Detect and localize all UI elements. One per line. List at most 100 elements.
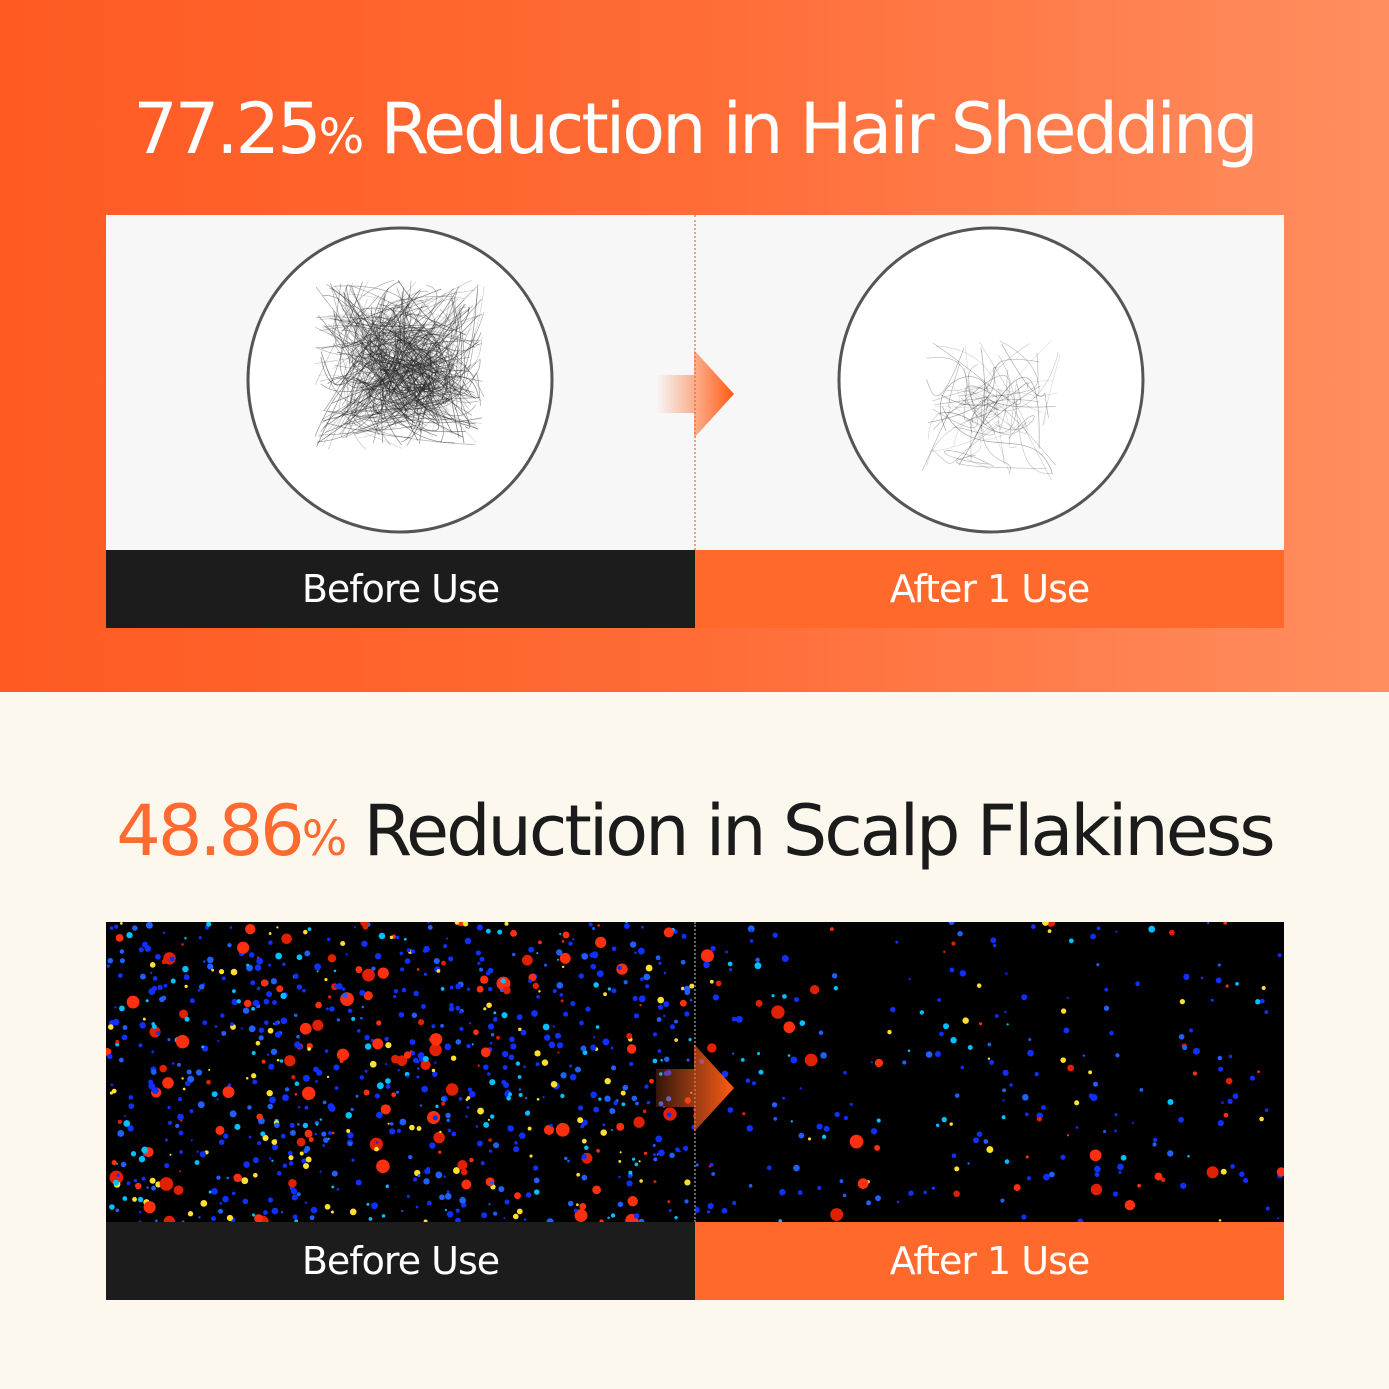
flake-spot	[441, 1101, 446, 1106]
scalp-before-image	[106, 922, 695, 1222]
hair-strand	[320, 378, 396, 429]
flake-spot	[377, 967, 389, 979]
flake-spot	[1094, 1172, 1100, 1178]
flake-spot	[415, 1059, 420, 1064]
flake-spot	[1042, 922, 1049, 926]
flake-spot	[433, 957, 440, 965]
hair-strand	[359, 348, 453, 387]
flake-spot	[219, 1202, 223, 1205]
flake-spot	[725, 950, 728, 954]
hair-strand	[955, 454, 1047, 469]
flake-spot	[1178, 1033, 1185, 1040]
flake-spot	[781, 955, 789, 962]
flake-spot	[146, 1186, 149, 1189]
hair-strand	[928, 367, 998, 423]
flake-spot	[152, 1024, 157, 1030]
hair-strand	[322, 351, 434, 422]
hair-strand	[349, 376, 424, 414]
hair-strand	[386, 315, 429, 358]
flake-spot	[167, 1038, 171, 1042]
flake-spot	[423, 1219, 428, 1222]
flake-spot	[181, 943, 184, 946]
hair-strand	[952, 398, 995, 436]
flake-spot	[1026, 1176, 1032, 1181]
hair-strand	[361, 348, 412, 422]
flake-spot	[471, 1043, 474, 1046]
flake-spot	[580, 1045, 587, 1052]
flake-spot	[616, 1122, 625, 1131]
flake-spot	[401, 1209, 404, 1213]
flake-spot	[276, 1171, 282, 1176]
flake-spot	[755, 957, 760, 963]
flake-spot	[490, 1114, 495, 1119]
flake-spot	[322, 1100, 327, 1105]
flake-spot	[555, 1122, 570, 1137]
flake-spot	[416, 1126, 422, 1131]
flake-spot	[745, 1078, 751, 1083]
flake-spot	[477, 961, 481, 965]
flake-spot	[728, 967, 733, 972]
flake-spot	[611, 1065, 617, 1071]
flake-spot	[1228, 1054, 1233, 1059]
flake-spot	[535, 1062, 540, 1067]
flake-spot	[179, 1009, 189, 1019]
flake-spot	[304, 950, 311, 957]
flake-spot	[455, 1208, 460, 1213]
flake-spot	[663, 971, 667, 975]
flake-spot	[187, 1211, 194, 1217]
flake-spot	[149, 1177, 156, 1184]
flake-spot	[374, 1146, 379, 1152]
flake-spot	[937, 998, 942, 1002]
flake-spot	[288, 1155, 294, 1161]
flake-spot	[304, 1201, 308, 1204]
flake-spot	[581, 1153, 587, 1160]
flake-spot	[523, 1218, 527, 1221]
hair-strand	[314, 340, 457, 387]
flake-spot	[189, 998, 195, 1004]
flake-spot	[292, 1214, 298, 1220]
flake-spot	[504, 1199, 510, 1205]
flake-spot	[1025, 1155, 1029, 1159]
flake-spot	[595, 1025, 600, 1029]
hair-strand	[344, 283, 455, 380]
flake-spot	[427, 922, 430, 924]
hair-strand	[378, 374, 467, 435]
hair-strand	[389, 325, 483, 424]
flake-spot	[355, 1094, 359, 1098]
flake-spot	[128, 1095, 134, 1100]
flake-spot	[132, 925, 138, 931]
flake-spot	[368, 1216, 373, 1221]
flake-spot	[1022, 1216, 1026, 1219]
flake-spot	[109, 926, 114, 930]
flake-spot	[1277, 953, 1282, 958]
flake-spot	[322, 1144, 325, 1147]
flake-spot	[198, 936, 202, 940]
flake-spot	[411, 1012, 418, 1018]
flake-spot	[200, 1199, 208, 1207]
flake-spot	[902, 1060, 907, 1065]
flake-spot	[1088, 1093, 1094, 1099]
flake-spot	[114, 1006, 117, 1009]
hair-strand	[339, 280, 412, 435]
flake-spot	[151, 1069, 157, 1075]
flake-spot	[516, 1208, 523, 1215]
flake-spot	[1066, 996, 1069, 999]
flake-spot	[215, 1125, 225, 1135]
flake-spot	[773, 1117, 778, 1121]
flake-spot	[626, 1044, 637, 1054]
flake-spot	[748, 1184, 753, 1188]
flake-spot	[493, 1211, 498, 1216]
flake-spot	[1063, 1027, 1070, 1034]
flake-spot	[234, 1123, 241, 1130]
flake-spot	[487, 1023, 495, 1030]
flake-spot	[626, 1033, 633, 1040]
flake-spot	[267, 1197, 274, 1203]
flake-spot	[107, 957, 114, 964]
hair-strand	[370, 310, 409, 418]
flake-spot	[960, 1065, 965, 1070]
flake-spot	[433, 1131, 445, 1144]
flake-spot	[198, 1216, 201, 1219]
flake-spot	[364, 1034, 370, 1041]
flake-spot	[949, 967, 955, 973]
flake-spot	[298, 1045, 303, 1050]
